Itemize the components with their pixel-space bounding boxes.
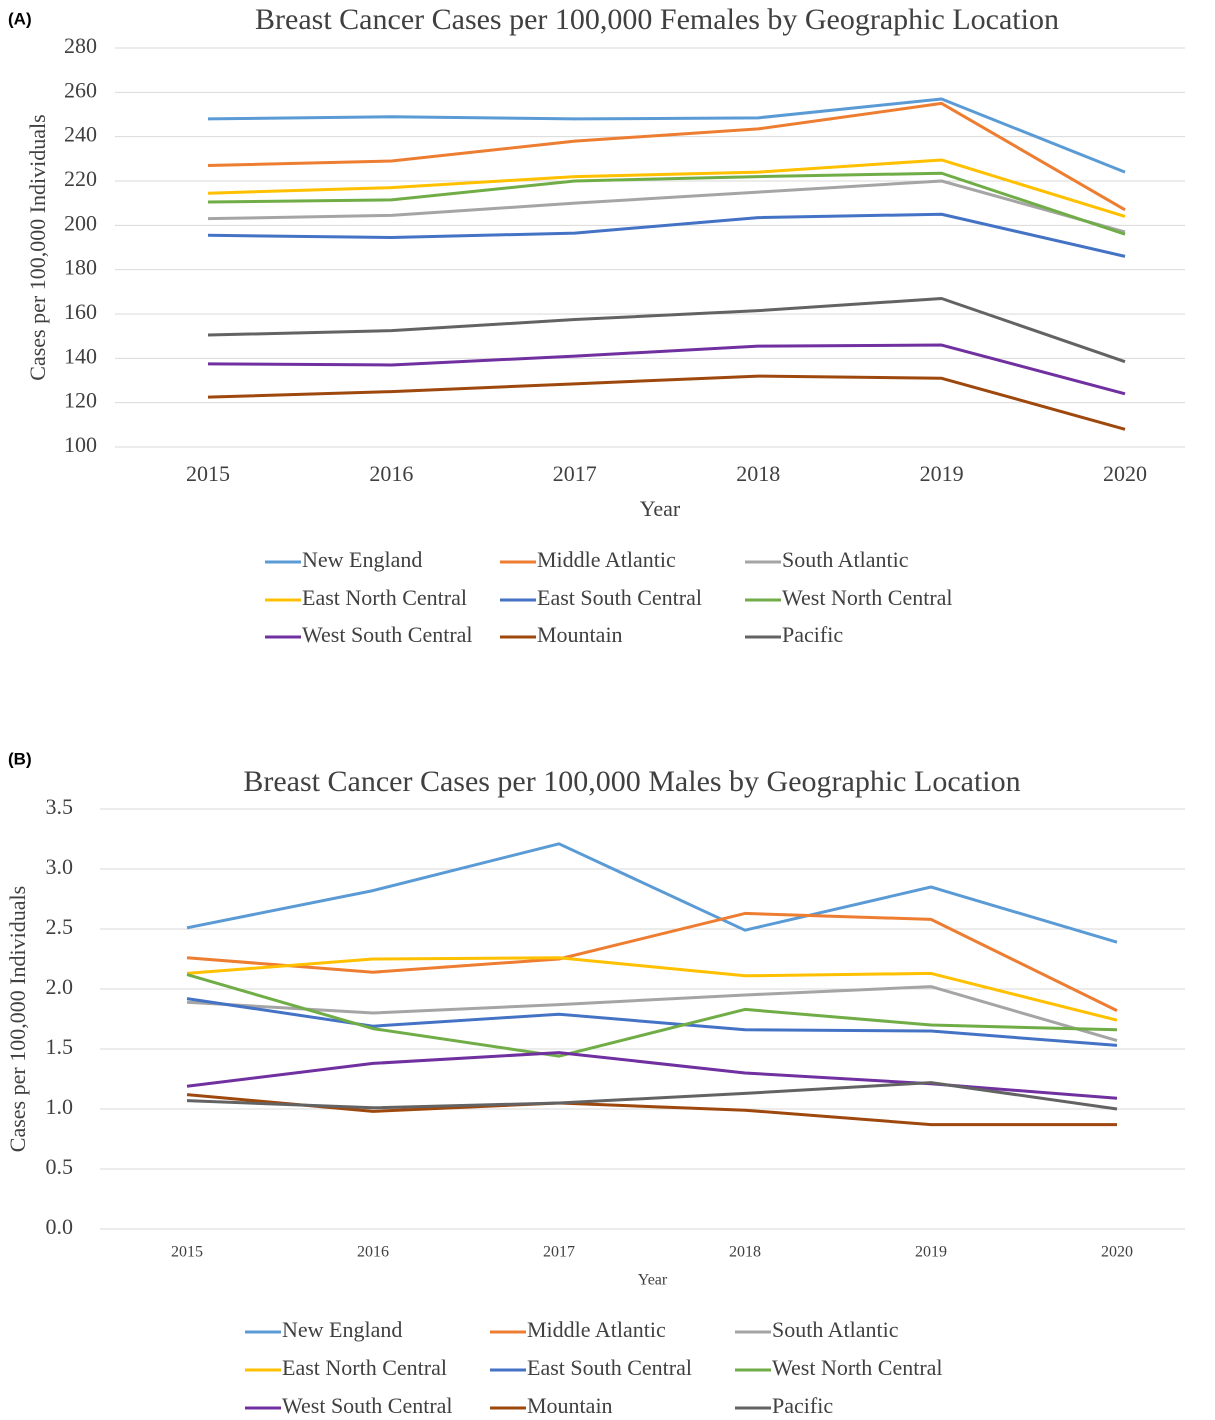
x-tick-label: 2016 bbox=[369, 461, 413, 486]
series-line bbox=[186, 997, 1118, 1047]
y-tick-label: 160 bbox=[64, 299, 97, 324]
y-tick-label: 2.5 bbox=[46, 914, 74, 939]
y-tick-label: 100 bbox=[64, 432, 97, 457]
x-tick-label: 2019 bbox=[920, 461, 964, 486]
x-tick-label: 2015 bbox=[186, 461, 230, 486]
x-tick-label: 2020 bbox=[1103, 461, 1147, 486]
legend-label: East North Central bbox=[282, 1355, 447, 1380]
legend-label: West North Central bbox=[782, 585, 953, 610]
legend-label: West North Central bbox=[772, 1355, 943, 1380]
series-line bbox=[207, 343, 1126, 396]
y-tick-label: 0.5 bbox=[46, 1154, 74, 1179]
legend-label: Mountain bbox=[537, 622, 623, 647]
x-tick-label: 2017 bbox=[543, 1244, 575, 1261]
x-tick-label: 2020 bbox=[1101, 1244, 1133, 1261]
legend-label: South Atlantic bbox=[782, 547, 909, 572]
legend-label: West South Central bbox=[302, 622, 473, 647]
x-tick-label: 2018 bbox=[729, 1244, 761, 1261]
series-line bbox=[186, 911, 1118, 1012]
legend-label: East South Central bbox=[537, 585, 702, 610]
series-line bbox=[186, 985, 1118, 1043]
series-line bbox=[186, 973, 1118, 1058]
series-line bbox=[186, 1051, 1118, 1100]
series-line bbox=[207, 296, 1126, 364]
chart-title: Breast Cancer Cases per 100,000 Males by… bbox=[243, 765, 1020, 798]
x-tick-label: 2018 bbox=[736, 461, 780, 486]
x-axis-label: Year bbox=[638, 1272, 668, 1289]
legend-label: Pacific bbox=[782, 622, 843, 647]
y-tick-label: 1.5 bbox=[46, 1034, 74, 1059]
series-line bbox=[186, 842, 1118, 944]
y-tick-label: 1.0 bbox=[46, 1094, 74, 1119]
legend-label: East South Central bbox=[527, 1355, 692, 1380]
y-tick-label: 2.0 bbox=[46, 974, 74, 999]
y-axis-label: Cases per 100,000 Individuals bbox=[5, 886, 30, 1152]
y-tick-label: 240 bbox=[64, 122, 97, 147]
x-tick-label: 2016 bbox=[357, 1244, 389, 1261]
y-tick-label: 3.0 bbox=[46, 854, 74, 879]
legend-label: Middle Atlantic bbox=[527, 1317, 666, 1342]
panel-label: (A) bbox=[8, 9, 32, 28]
y-tick-label: 180 bbox=[64, 255, 97, 280]
y-tick-label: 200 bbox=[64, 210, 97, 235]
series-line bbox=[207, 374, 1126, 431]
chart-title: Breast Cancer Cases per 100,000 Females … bbox=[255, 3, 1059, 36]
legend-label: West South Central bbox=[282, 1393, 453, 1418]
series-line bbox=[207, 179, 1126, 234]
series-line bbox=[186, 1093, 1117, 1127]
series-line bbox=[186, 1081, 1118, 1111]
legend-label: Middle Atlantic bbox=[537, 547, 676, 572]
legend-label: New England bbox=[282, 1317, 402, 1342]
legend-label: New England bbox=[302, 547, 422, 572]
legend-label: Mountain bbox=[527, 1393, 613, 1418]
panel-label: (B) bbox=[8, 749, 32, 768]
y-tick-label: 260 bbox=[64, 77, 97, 102]
series-line bbox=[207, 101, 1126, 212]
series-line bbox=[207, 171, 1126, 236]
y-tick-label: 140 bbox=[64, 343, 97, 368]
y-tick-label: 220 bbox=[64, 166, 97, 191]
x-axis-label: Year bbox=[640, 496, 681, 521]
y-tick-label: 3.5 bbox=[46, 794, 74, 819]
series-line bbox=[207, 212, 1126, 258]
x-tick-label: 2019 bbox=[915, 1244, 947, 1261]
x-tick-label: 2015 bbox=[171, 1244, 203, 1261]
y-tick-label: 120 bbox=[64, 388, 97, 413]
legend-label: South Atlantic bbox=[772, 1317, 899, 1342]
y-tick-label: 280 bbox=[64, 33, 97, 58]
series-line bbox=[207, 97, 1126, 174]
legend-label: East North Central bbox=[302, 585, 467, 610]
x-tick-label: 2017 bbox=[553, 461, 597, 486]
y-axis-label: Cases per 100,000 Individuals bbox=[25, 114, 50, 380]
series-line bbox=[207, 158, 1126, 218]
legend-label: Pacific bbox=[772, 1393, 833, 1418]
y-tick-label: 0.0 bbox=[46, 1214, 74, 1239]
series-line bbox=[186, 956, 1118, 1022]
